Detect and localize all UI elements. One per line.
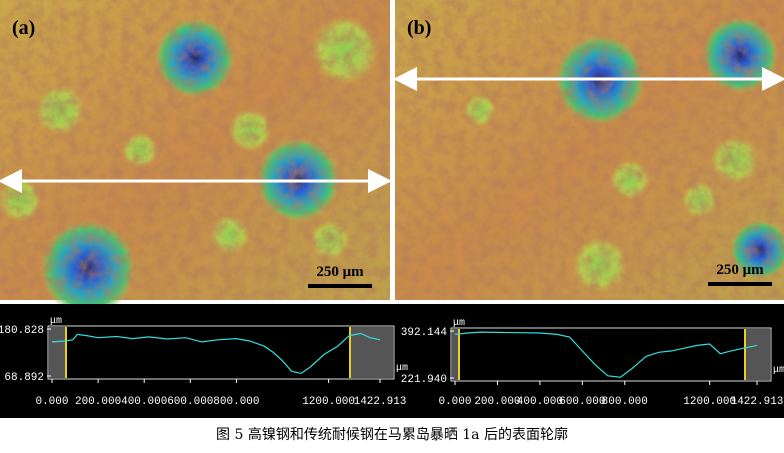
margin-shade <box>350 327 393 378</box>
scale-label: 250 μm <box>716 262 764 278</box>
x-unit: μm <box>773 365 784 376</box>
x-tick-label: 400.000 <box>121 396 167 408</box>
x-tick-label: 1200.000 <box>302 396 355 408</box>
y-tick-label: 68.892 <box>4 372 44 384</box>
x-tick-label: 0.000 <box>438 396 471 408</box>
x-tick-label: 800.000 <box>602 396 648 408</box>
x-unit: μm <box>396 363 408 374</box>
x-tick-label: 600.000 <box>167 396 213 408</box>
profile-curve <box>51 332 381 375</box>
panel-label: (b) <box>407 17 431 39</box>
micrograph-a <box>0 0 390 316</box>
margin-shade <box>745 329 770 380</box>
profile-curve <box>454 331 758 378</box>
scale-label: 250 μm <box>316 264 364 280</box>
scale-bar <box>308 284 372 288</box>
panel-label: (a) <box>12 17 35 39</box>
margin-shade <box>452 329 459 380</box>
x-tick-label: 200.000 <box>75 396 121 408</box>
x-tick-label: 1422.913 <box>354 396 407 408</box>
x-tick-label: 400.000 <box>517 396 563 408</box>
x-tick-label: 200.000 <box>474 396 520 408</box>
y-tick-label: 221.940 <box>401 374 447 386</box>
caption: 图 5 高镍钢和传统耐候钢在马累岛暴晒 1a 后的表面轮廓 <box>216 426 568 443</box>
y-unit: μm <box>453 318 465 329</box>
y-unit: μm <box>50 316 62 327</box>
margin-shade <box>49 327 66 378</box>
x-tick-label: 1200.000 <box>683 396 736 408</box>
y-tick-label: 392.144 <box>401 327 448 339</box>
micrograph-b <box>395 0 784 300</box>
x-tick-label: 1422.913 <box>731 396 784 408</box>
x-tick-label: 0.000 <box>35 396 68 408</box>
x-tick-label: 800.000 <box>213 396 259 408</box>
scale-bar <box>708 282 772 286</box>
y-tick-label: 180.828 <box>0 325 44 337</box>
plot-area <box>450 327 772 382</box>
x-tick-label: 600.000 <box>559 396 605 408</box>
plot-area <box>47 325 395 380</box>
